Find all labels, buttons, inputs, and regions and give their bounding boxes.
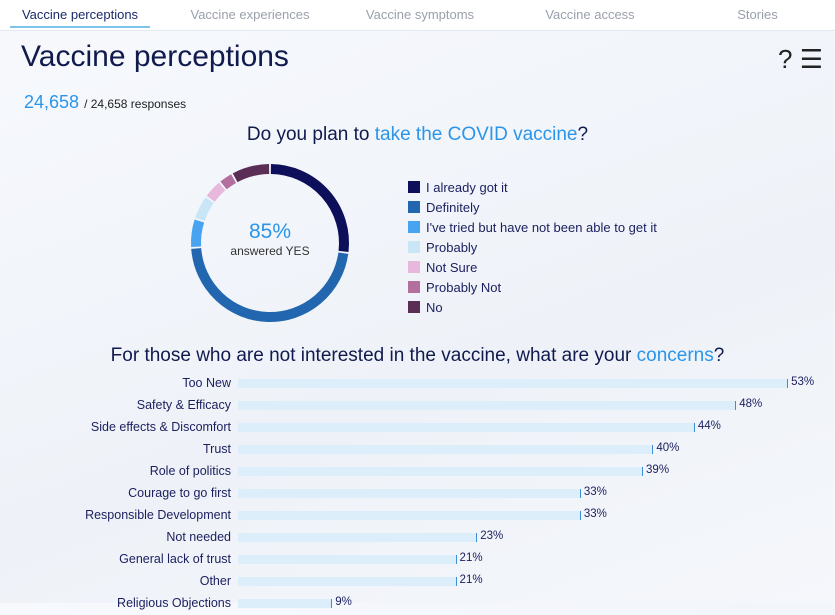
tab-stories[interactable]: Stories (737, 7, 778, 22)
tab-vaccine-access[interactable]: Vaccine access (545, 7, 635, 22)
q2-end: ? (713, 345, 725, 366)
bar-label: Religious Objections (117, 596, 231, 610)
bar (238, 379, 789, 388)
bar-label: Other (199, 574, 231, 588)
bar-value: 44% (697, 420, 721, 432)
bar (238, 599, 333, 608)
donut-segment (232, 164, 270, 183)
legend-item: I've tried but have not been able to get… (408, 217, 657, 237)
tab-bar: Vaccine perceptions Vaccine experiences … (0, 0, 835, 31)
bar-value: 53% (791, 376, 815, 388)
bar-label: Trust (202, 442, 231, 456)
question-1: Do you plan to take the COVID vaccine? (0, 124, 835, 146)
donut-segment (206, 182, 226, 202)
legend-label: I already got it (426, 179, 508, 195)
legend: I already got it Definitely I've tried but… (408, 177, 657, 317)
bar-row: Other 21% (0, 571, 835, 593)
bar (238, 445, 654, 454)
legend-label: Probably (426, 239, 478, 255)
bar-row: General lack of trust 21% (0, 549, 835, 571)
q1-text: Do you plan to (246, 124, 375, 145)
page-title: Vaccine perceptions (21, 40, 289, 73)
donut-center: 85% answered YES (210, 220, 330, 258)
yes-percent: 85% (248, 220, 292, 243)
bar (238, 401, 737, 410)
bar-row: Courage to go first 33% (0, 483, 835, 505)
menu-icon[interactable]: ☰ (799, 44, 823, 74)
q1-end: ? (577, 124, 589, 145)
bar-row: Not needed 23% (0, 527, 835, 549)
help-icon[interactable]: ? (777, 44, 793, 74)
bar-row: Responsible Development 33% (0, 505, 835, 527)
donut-segment (195, 197, 214, 222)
q2-highlight: concerns (636, 345, 714, 366)
legend-item: Definitely (408, 197, 657, 217)
bar-label: Too New (182, 376, 231, 390)
bar-value: 33% (583, 486, 607, 498)
donut-segment (191, 219, 205, 248)
tab-vaccine-experiences[interactable]: Vaccine experiences (190, 7, 310, 22)
yes-label: answered YES (230, 244, 310, 258)
bar-label: Role of politics (149, 464, 231, 478)
bar-label: General lack of trust (119, 552, 231, 566)
q2-text: For those who are not interested in the … (110, 345, 637, 366)
legend-swatch (408, 181, 420, 193)
tab-vaccine-perceptions[interactable]: Vaccine perceptions (0, 0, 160, 30)
response-count-value: 24,658 (24, 92, 80, 112)
legend-item: Not Sure (408, 257, 657, 277)
legend-swatch (408, 301, 420, 313)
bar-value: 21% (459, 574, 483, 586)
bar-value: 48% (739, 398, 763, 410)
bar-value: 21% (459, 552, 483, 564)
legend-label: No (426, 299, 443, 315)
legend-item: Probably (408, 237, 657, 257)
bar-value: 33% (583, 508, 607, 520)
legend-swatch (408, 221, 420, 233)
bar-row: Too New 53% (0, 373, 835, 395)
donut-segment (270, 164, 349, 252)
legend-label: Definitely (426, 199, 480, 215)
legend-label: I've tried but have not been able to get… (426, 219, 657, 235)
bar (238, 555, 457, 564)
bar-row: Role of politics 39% (0, 461, 835, 483)
bar-value: 39% (646, 464, 670, 476)
bar-label: Not needed (166, 530, 231, 544)
bar-row: Side effects & Discomfort 44% (0, 417, 835, 439)
legend-item: No (408, 297, 657, 317)
donut-segment (191, 248, 349, 322)
tab-vaccine-symptoms[interactable]: Vaccine symptoms (365, 7, 475, 22)
bar (238, 467, 644, 476)
bar-value: 40% (656, 442, 680, 454)
legend-swatch (408, 241, 420, 253)
legend-swatch (408, 281, 420, 293)
q1-highlight: take the COVID vaccine (374, 124, 578, 145)
legend-label: Probably Not (426, 279, 502, 295)
bar (238, 577, 457, 586)
bar-row: Safety & Efficacy 48% (0, 395, 835, 417)
response-total: / 24,658 responses (84, 97, 187, 111)
bar-row: Trust 40% (0, 439, 835, 461)
bar-label: Responsible Development (85, 508, 231, 522)
legend-swatch (408, 261, 420, 273)
legend-item: Probably Not (408, 277, 657, 297)
bar-value: 9% (335, 596, 352, 608)
legend-item: I already got it (408, 177, 657, 197)
bar-label: Safety & Efficacy (136, 398, 231, 412)
bar (238, 489, 581, 498)
bar (238, 533, 478, 542)
bar (238, 423, 695, 432)
bar-label: Courage to go first (128, 486, 231, 500)
question-2: For those who are not interested in the … (0, 345, 835, 367)
legend-swatch (408, 201, 420, 213)
response-count: 24,658 / 24,658 responses (24, 92, 186, 113)
bar-label: Side effects & Discomfort (90, 420, 231, 434)
bar-value: 23% (480, 530, 504, 542)
donut-segment (220, 174, 237, 190)
legend-label: Not Sure (426, 259, 478, 275)
bar-row: Religious Objections 9% (0, 593, 835, 615)
bar (238, 511, 581, 520)
